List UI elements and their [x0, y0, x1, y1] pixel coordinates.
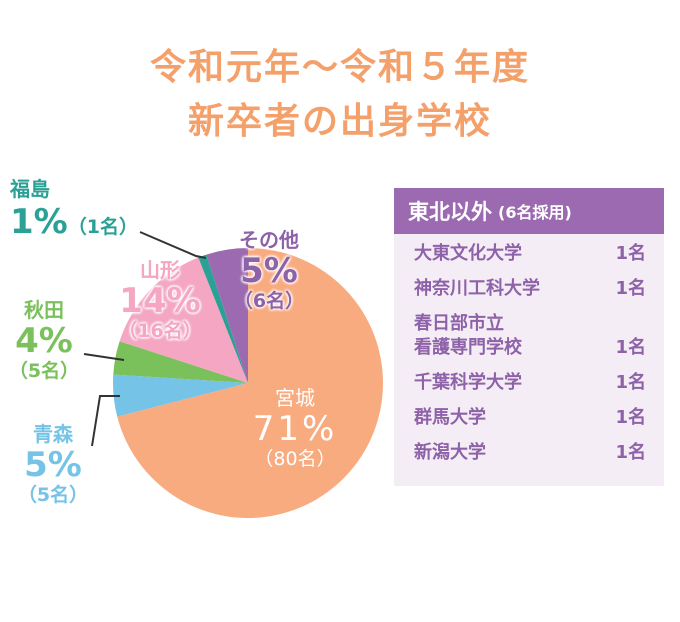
slice-count-sonota: （6名） — [233, 290, 305, 312]
slice-label-fukushima: 福島 1%（1名） — [10, 176, 138, 242]
pie-slice-fukushima — [198, 254, 248, 383]
slice-label-aomori: 青森 5% （5名） — [8, 422, 98, 506]
school-name: 大東文化大学 — [414, 243, 522, 264]
pie-slice-sonota — [206, 248, 248, 383]
school-name: 群馬大学 — [414, 407, 486, 428]
pie-slice-aomori — [112, 374, 248, 417]
school-count: 1名 — [615, 372, 646, 393]
other-schools-title: 東北以外 — [408, 200, 492, 224]
other-schools-header: 東北以外 (6名採用) — [394, 188, 664, 234]
list-item: 春日部市立 看護専門学校 1名 — [414, 312, 646, 360]
slice-name-aomori: 青森 — [33, 422, 73, 446]
slice-percent-fukushima: 1% — [10, 202, 68, 242]
school-name-line-1: 春日部市立 — [414, 313, 504, 334]
school-count: 1名 — [615, 243, 646, 264]
school-count: 1名 — [615, 442, 646, 463]
list-item: 新潟大学 1名 — [414, 441, 646, 465]
slice-name-yamagata: 山形 — [140, 258, 180, 282]
pie-slice-miyagi — [117, 248, 383, 519]
leader-line-akita — [83, 353, 125, 361]
list-item: 神奈川工科大学 1名 — [414, 277, 646, 301]
leader-line-aomori — [91, 395, 120, 447]
pie-slice-yamagata — [119, 257, 249, 383]
slice-percent-akita: 4% — [15, 321, 73, 361]
slice-name-sonota: その他 — [239, 228, 299, 252]
slice-label-akita: 秋田 4% （5名） — [4, 298, 84, 382]
slice-name-akita: 秋田 — [24, 298, 64, 322]
slice-percent-aomori: 5% — [24, 445, 82, 485]
slice-percent-miyagi: 71% — [252, 409, 338, 449]
slice-label-sonota: その他 5% （6名） — [222, 228, 316, 312]
leader-line-fukushima — [139, 231, 207, 259]
school-count: 1名 — [615, 407, 646, 428]
other-schools-box: 東北以外 (6名採用) 大東文化大学 1名 神奈川工科大学 1名 春日部市立 看… — [394, 188, 664, 486]
other-schools-subtitle: (6名採用) — [498, 203, 572, 222]
school-name: 春日部市立 看護専門学校 — [414, 312, 522, 360]
school-name-line-2: 看護専門学校 — [414, 337, 522, 358]
pie-slice-akita — [113, 341, 248, 383]
slice-count-fukushima: （1名） — [67, 216, 138, 238]
slice-count-yamagata: （16名） — [118, 320, 202, 342]
slice-percent-yamagata: 14% — [119, 281, 201, 321]
slice-name-fukushima: 福島 — [10, 177, 50, 201]
list-item: 大東文化大学 1名 — [414, 242, 646, 266]
school-name: 新潟大学 — [414, 442, 486, 463]
slice-count-akita: （5名） — [8, 360, 80, 382]
list-item: 群馬大学 1名 — [414, 406, 646, 430]
list-item: 千葉科学大学 1名 — [414, 371, 646, 395]
other-schools-list: 大東文化大学 1名 神奈川工科大学 1名 春日部市立 看護専門学校 1名 千葉科… — [394, 234, 664, 465]
school-count: 1名 — [615, 337, 646, 358]
slice-percent-sonota: 5% — [240, 251, 298, 291]
school-name: 千葉科学大学 — [414, 372, 522, 393]
title-line-1: 令和元年〜令和５年度 — [149, 47, 530, 88]
school-name: 神奈川工科大学 — [414, 278, 540, 299]
title-line-2: 新卒者の出身学校 — [187, 101, 492, 142]
slice-count-aomori: （5名） — [17, 484, 89, 506]
slice-name-miyagi: 宮城 — [275, 386, 315, 410]
slice-count-miyagi: （80名） — [254, 448, 336, 470]
school-count: 1名 — [615, 278, 646, 299]
slice-label-miyagi: 宮城 71% （80名） — [240, 386, 350, 470]
slice-label-yamagata: 山形 14% （16名） — [112, 258, 208, 342]
